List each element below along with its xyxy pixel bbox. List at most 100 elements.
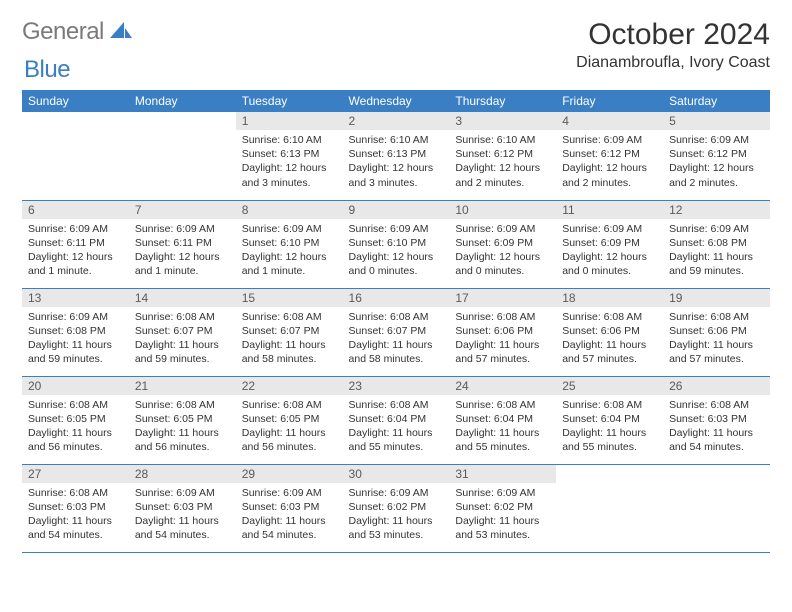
- sunset-text: Sunset: 6:05 PM: [242, 412, 337, 426]
- day-number: 7: [129, 201, 236, 219]
- sunrise-text: Sunrise: 6:09 AM: [349, 222, 444, 236]
- calendar-body: 1Sunrise: 6:10 AMSunset: 6:13 PMDaylight…: [22, 112, 770, 552]
- day-number: 13: [22, 289, 129, 307]
- calendar-cell: 8Sunrise: 6:09 AMSunset: 6:10 PMDaylight…: [236, 200, 343, 288]
- calendar-cell: 12Sunrise: 6:09 AMSunset: 6:08 PMDayligh…: [663, 200, 770, 288]
- sunset-text: Sunset: 6:02 PM: [455, 500, 550, 514]
- day-number: 30: [343, 465, 450, 483]
- sunrise-text: Sunrise: 6:09 AM: [455, 486, 550, 500]
- calendar-week: 13Sunrise: 6:09 AMSunset: 6:08 PMDayligh…: [22, 288, 770, 376]
- day-number: 24: [449, 377, 556, 395]
- col-friday: Friday: [556, 90, 663, 112]
- calendar-cell: [556, 464, 663, 552]
- day-number: 23: [343, 377, 450, 395]
- daylight-text: Daylight: 11 hours and 58 minutes.: [349, 338, 444, 366]
- day-number: 2: [343, 112, 450, 130]
- day-number: 6: [22, 201, 129, 219]
- sunrise-text: Sunrise: 6:08 AM: [455, 398, 550, 412]
- day-content: Sunrise: 6:08 AMSunset: 6:05 PMDaylight:…: [22, 395, 129, 461]
- day-header-row: Sunday Monday Tuesday Wednesday Thursday…: [22, 90, 770, 112]
- daylight-text: Daylight: 12 hours and 0 minutes.: [562, 250, 657, 278]
- day-content: Sunrise: 6:08 AMSunset: 6:07 PMDaylight:…: [129, 307, 236, 373]
- daylight-text: Daylight: 11 hours and 54 minutes.: [28, 514, 123, 542]
- day-content: Sunrise: 6:08 AMSunset: 6:04 PMDaylight:…: [556, 395, 663, 461]
- day-number: 8: [236, 201, 343, 219]
- day-content: Sunrise: 6:08 AMSunset: 6:06 PMDaylight:…: [663, 307, 770, 373]
- calendar-cell: 9Sunrise: 6:09 AMSunset: 6:10 PMDaylight…: [343, 200, 450, 288]
- daylight-text: Daylight: 11 hours and 59 minutes.: [28, 338, 123, 366]
- day-number: 9: [343, 201, 450, 219]
- day-content: Sunrise: 6:08 AMSunset: 6:05 PMDaylight:…: [129, 395, 236, 461]
- daylight-text: Daylight: 12 hours and 2 minutes.: [562, 161, 657, 189]
- day-content: Sunrise: 6:08 AMSunset: 6:04 PMDaylight:…: [343, 395, 450, 461]
- sunset-text: Sunset: 6:11 PM: [135, 236, 230, 250]
- daylight-text: Daylight: 11 hours and 55 minutes.: [455, 426, 550, 454]
- day-content: Sunrise: 6:08 AMSunset: 6:03 PMDaylight:…: [22, 483, 129, 549]
- daylight-text: Daylight: 11 hours and 57 minutes.: [669, 338, 764, 366]
- sunrise-text: Sunrise: 6:08 AM: [135, 310, 230, 324]
- day-number: 11: [556, 201, 663, 219]
- sunrise-text: Sunrise: 6:10 AM: [455, 133, 550, 147]
- calendar-table: Sunday Monday Tuesday Wednesday Thursday…: [22, 90, 770, 553]
- sunset-text: Sunset: 6:07 PM: [349, 324, 444, 338]
- calendar-cell: [129, 112, 236, 200]
- day-content: Sunrise: 6:09 AMSunset: 6:03 PMDaylight:…: [236, 483, 343, 549]
- sunset-text: Sunset: 6:04 PM: [349, 412, 444, 426]
- col-thursday: Thursday: [449, 90, 556, 112]
- day-number: 5: [663, 112, 770, 130]
- day-content: Sunrise: 6:09 AMSunset: 6:09 PMDaylight:…: [556, 219, 663, 285]
- day-number: 19: [663, 289, 770, 307]
- calendar-cell: 31Sunrise: 6:09 AMSunset: 6:02 PMDayligh…: [449, 464, 556, 552]
- sunset-text: Sunset: 6:08 PM: [28, 324, 123, 338]
- sunset-text: Sunset: 6:03 PM: [242, 500, 337, 514]
- day-number: 27: [22, 465, 129, 483]
- sunrise-text: Sunrise: 6:08 AM: [562, 398, 657, 412]
- daylight-text: Daylight: 12 hours and 2 minutes.: [455, 161, 550, 189]
- sunrise-text: Sunrise: 6:08 AM: [562, 310, 657, 324]
- sunrise-text: Sunrise: 6:08 AM: [349, 310, 444, 324]
- calendar-cell: 11Sunrise: 6:09 AMSunset: 6:09 PMDayligh…: [556, 200, 663, 288]
- day-content: Sunrise: 6:09 AMSunset: 6:11 PMDaylight:…: [129, 219, 236, 285]
- calendar-cell: 26Sunrise: 6:08 AMSunset: 6:03 PMDayligh…: [663, 376, 770, 464]
- calendar-week: 1Sunrise: 6:10 AMSunset: 6:13 PMDaylight…: [22, 112, 770, 200]
- sunset-text: Sunset: 6:07 PM: [135, 324, 230, 338]
- day-number: 31: [449, 465, 556, 483]
- day-number: 29: [236, 465, 343, 483]
- sunset-text: Sunset: 6:12 PM: [669, 147, 764, 161]
- day-content: Sunrise: 6:09 AMSunset: 6:12 PMDaylight:…: [663, 130, 770, 196]
- sunrise-text: Sunrise: 6:09 AM: [562, 222, 657, 236]
- calendar-cell: 28Sunrise: 6:09 AMSunset: 6:03 PMDayligh…: [129, 464, 236, 552]
- sunrise-text: Sunrise: 6:09 AM: [349, 486, 444, 500]
- daylight-text: Daylight: 12 hours and 3 minutes.: [242, 161, 337, 189]
- daylight-text: Daylight: 12 hours and 1 minute.: [28, 250, 123, 278]
- calendar-cell: 15Sunrise: 6:08 AMSunset: 6:07 PMDayligh…: [236, 288, 343, 376]
- location: Dianambroufla, Ivory Coast: [576, 54, 770, 72]
- daylight-text: Daylight: 12 hours and 3 minutes.: [349, 161, 444, 189]
- day-number: 14: [129, 289, 236, 307]
- day-content: Sunrise: 6:09 AMSunset: 6:08 PMDaylight:…: [22, 307, 129, 373]
- day-content: Sunrise: 6:08 AMSunset: 6:06 PMDaylight:…: [556, 307, 663, 373]
- calendar-cell: 23Sunrise: 6:08 AMSunset: 6:04 PMDayligh…: [343, 376, 450, 464]
- daylight-text: Daylight: 12 hours and 1 minute.: [242, 250, 337, 278]
- calendar-cell: 3Sunrise: 6:10 AMSunset: 6:12 PMDaylight…: [449, 112, 556, 200]
- calendar-cell: 29Sunrise: 6:09 AMSunset: 6:03 PMDayligh…: [236, 464, 343, 552]
- sunset-text: Sunset: 6:04 PM: [455, 412, 550, 426]
- sunrise-text: Sunrise: 6:09 AM: [455, 222, 550, 236]
- calendar-cell: 4Sunrise: 6:09 AMSunset: 6:12 PMDaylight…: [556, 112, 663, 200]
- sunrise-text: Sunrise: 6:08 AM: [455, 310, 550, 324]
- sunset-text: Sunset: 6:06 PM: [455, 324, 550, 338]
- sunrise-text: Sunrise: 6:08 AM: [669, 310, 764, 324]
- daylight-text: Daylight: 11 hours and 54 minutes.: [242, 514, 337, 542]
- day-number: 3: [449, 112, 556, 130]
- day-number: 25: [556, 377, 663, 395]
- sunrise-text: Sunrise: 6:10 AM: [242, 133, 337, 147]
- calendar-cell: 25Sunrise: 6:08 AMSunset: 6:04 PMDayligh…: [556, 376, 663, 464]
- sunrise-text: Sunrise: 6:08 AM: [242, 310, 337, 324]
- sunset-text: Sunset: 6:05 PM: [135, 412, 230, 426]
- day-content: Sunrise: 6:10 AMSunset: 6:13 PMDaylight:…: [236, 130, 343, 196]
- daylight-text: Daylight: 11 hours and 59 minutes.: [669, 250, 764, 278]
- calendar-cell: 16Sunrise: 6:08 AMSunset: 6:07 PMDayligh…: [343, 288, 450, 376]
- sunrise-text: Sunrise: 6:10 AM: [349, 133, 444, 147]
- daylight-text: Daylight: 11 hours and 56 minutes.: [28, 426, 123, 454]
- col-wednesday: Wednesday: [343, 90, 450, 112]
